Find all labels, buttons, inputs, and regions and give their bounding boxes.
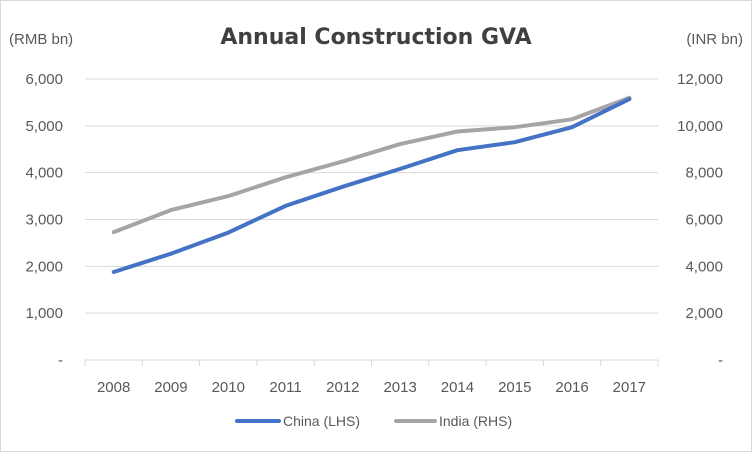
y-left-tick-label: 3,000 bbox=[25, 212, 63, 229]
y-left-unit-label: (RMB bn) bbox=[9, 31, 73, 48]
x-tick-label: 2016 bbox=[555, 379, 588, 396]
legend-label: China (LHS) bbox=[283, 413, 360, 429]
y-left-tick-label: 2,000 bbox=[25, 258, 63, 275]
x-tick-label: 2015 bbox=[498, 379, 531, 396]
y-left-axis: - 1,000 2,000 3,000 4,000 5,000 6,000 bbox=[25, 71, 63, 369]
y-right-tick-label: 12,000 bbox=[677, 71, 723, 88]
x-tick-label: 2017 bbox=[613, 379, 646, 396]
x-tick-label: 2014 bbox=[441, 379, 474, 396]
x-tick-label: 2009 bbox=[154, 379, 187, 396]
x-tick-label: 2013 bbox=[383, 379, 416, 396]
y-left-tick-label: 6,000 bbox=[25, 71, 63, 88]
x-axis: 2008 2009 2010 2011 2012 2013 2014 2015 2016 2017 bbox=[84, 359, 659, 396]
y-right-tick-label: 2,000 bbox=[685, 305, 723, 322]
y-right-tick-label: 8,000 bbox=[685, 165, 723, 182]
y-right-tick-label: 6,000 bbox=[685, 212, 723, 229]
series-line-china bbox=[111, 97, 632, 274]
y-left-tick-label: 5,000 bbox=[25, 118, 63, 135]
x-tick-label: 2012 bbox=[326, 379, 359, 396]
y-right-tick-label: 4,000 bbox=[685, 258, 723, 275]
x-tick-label: 2008 bbox=[97, 379, 130, 396]
y-right-tick-label: 10,000 bbox=[677, 118, 723, 135]
series-line-india bbox=[111, 95, 632, 235]
gridlines bbox=[85, 78, 658, 314]
x-tick-label: 2010 bbox=[212, 379, 245, 396]
x-tick-label: 2011 bbox=[269, 379, 301, 396]
y-right-axis: - 2,000 4,000 6,000 8,000 10,000 12,000 bbox=[677, 71, 723, 369]
legend: China (LHS) India (RHS) bbox=[235, 413, 512, 429]
legend-label: India (RHS) bbox=[439, 413, 512, 429]
y-right-tick-label: - bbox=[718, 352, 723, 369]
series-lines bbox=[111, 95, 632, 274]
y-left-tick-label: 4,000 bbox=[25, 165, 63, 182]
y-left-tick-label: - bbox=[58, 352, 63, 369]
y-left-tick-label: 1,000 bbox=[25, 305, 63, 322]
y-right-unit-label: (INR bn) bbox=[686, 31, 743, 48]
chart-title: Annual Construction GVA bbox=[220, 25, 531, 50]
